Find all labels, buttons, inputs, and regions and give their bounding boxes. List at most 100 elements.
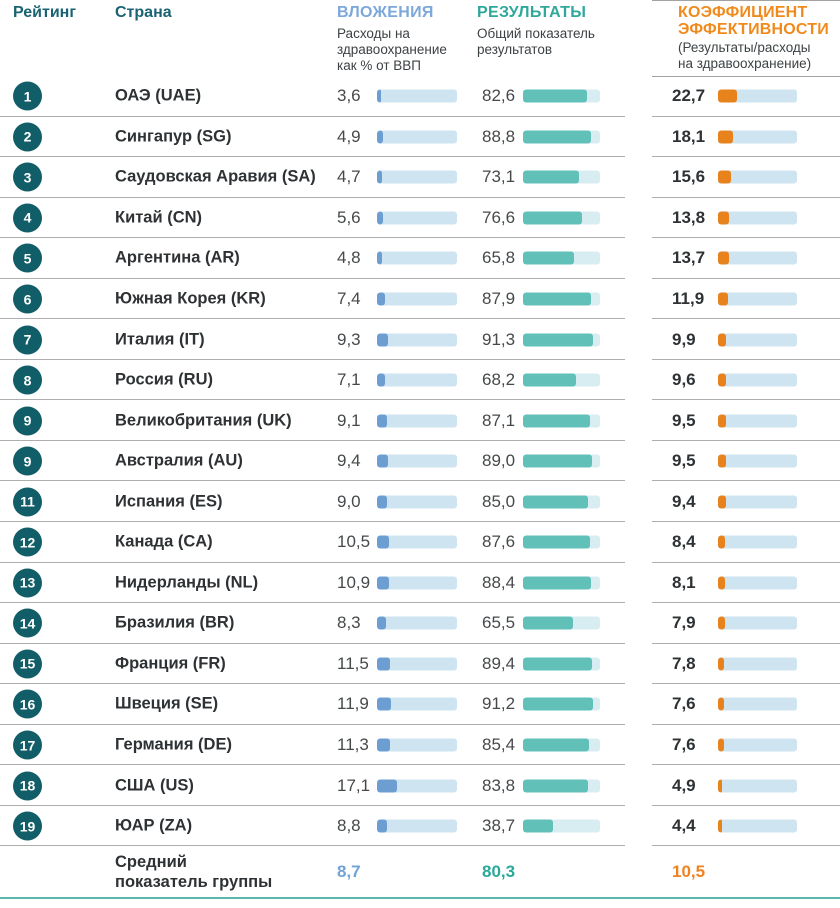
- investment-bar: [377, 819, 457, 833]
- investment-value: 7,1: [337, 370, 361, 390]
- country-label: США (US): [115, 776, 194, 795]
- investment-bar-fill: [377, 495, 388, 509]
- investment-bar: [377, 616, 457, 630]
- results-column-subtitle: Общий показатель результатов: [477, 26, 595, 57]
- table-row: 7 Италия (IT) 9,3 91,3 9,9: [0, 319, 840, 360]
- efficiency-bar: [718, 616, 797, 630]
- results-bar: [523, 89, 600, 103]
- rank-badge: 5: [13, 243, 42, 273]
- rank-badge: 6: [13, 284, 42, 314]
- rank-badge: 15: [13, 649, 42, 679]
- results-bar-fill: [523, 454, 592, 468]
- efficiency-value: 13,8: [672, 207, 706, 227]
- efficiency-bar: [718, 738, 797, 752]
- efficiency-bar: [718, 333, 797, 347]
- efficiency-bar-fill: [718, 170, 731, 184]
- investment-bar-fill: [377, 170, 383, 184]
- investment-bar: [377, 738, 457, 752]
- rank-badge: 16: [13, 689, 42, 719]
- rank-badge: 11: [13, 487, 42, 517]
- table-row: 19 ЮАР (ZA) 8,8 38,7 4,4: [0, 806, 840, 847]
- investment-value: 9,4: [337, 451, 361, 471]
- results-bar: [523, 779, 600, 793]
- results-bar-fill: [523, 535, 591, 549]
- results-value: 87,9: [482, 289, 516, 308]
- investment-value: 4,9: [337, 126, 361, 146]
- investment-bar-fill: [377, 333, 388, 347]
- investment-value: 11,3: [337, 735, 369, 755]
- table-row: 15 Франция (FR) 11,5 89,4 7,8: [0, 644, 840, 685]
- efficiency-value: 9,5: [672, 410, 696, 430]
- investment-bar-fill: [377, 657, 391, 671]
- results-bar: [523, 292, 600, 306]
- country-label: Южная Корея (KR): [115, 289, 266, 308]
- efficiency-value: 18,1: [672, 126, 706, 146]
- investment-bar: [377, 333, 457, 347]
- efficiency-value: 9,5: [672, 451, 696, 471]
- table-row: 3 Саудовская Аравия (SA) 4,7 73,1 15,6: [0, 157, 840, 198]
- results-bar: [523, 373, 600, 387]
- results-bar: [523, 130, 600, 144]
- investment-value: 8,8: [337, 816, 361, 836]
- results-bar-fill: [523, 333, 594, 347]
- efficiency-bar: [718, 576, 797, 590]
- table-row: 18 США (US) 17,1 83,8 4,9: [0, 765, 840, 806]
- table-row: 8 Россия (RU) 7,1 68,2 9,6: [0, 360, 840, 401]
- results-bar: [523, 495, 600, 509]
- rank-badge: 17: [13, 730, 42, 760]
- results-bar-fill: [523, 251, 574, 265]
- country-label: Франция (FR): [115, 654, 226, 673]
- results-value: 89,4: [482, 653, 516, 673]
- country-label: Швеция (SE): [115, 694, 219, 713]
- results-bar-fill: [523, 89, 587, 103]
- results-bar-fill: [523, 657, 592, 671]
- investment-value: 10,9: [337, 572, 371, 592]
- rank-badge: 12: [13, 527, 42, 557]
- right-block-top-divider: [652, 0, 840, 1]
- table-row: 5 Аргентина (AR) 4,8 65,8 13,7: [0, 238, 840, 279]
- results-value: 83,8: [482, 775, 516, 795]
- investment-bar-fill: [377, 535, 389, 549]
- efficiency-bar: [718, 211, 797, 225]
- results-bar-fill: [523, 697, 594, 711]
- investment-value: 3,6: [337, 86, 361, 106]
- investment-value: 7,4: [337, 289, 361, 308]
- investment-value: 9,0: [337, 491, 361, 511]
- efficiency-value: 8,1: [672, 572, 696, 592]
- efficiency-bar: [718, 657, 797, 671]
- investment-value: 11,5: [337, 653, 369, 673]
- results-bar: [523, 170, 600, 184]
- efficiency-value: 9,4: [672, 491, 696, 511]
- investment-value: 5,6: [337, 207, 361, 227]
- results-bar: [523, 251, 600, 265]
- bottom-accent-line: [0, 897, 840, 899]
- country-label: Канада (CA): [115, 532, 213, 551]
- results-column-header: РЕЗУЛЬТАТЫ: [477, 4, 587, 21]
- results-value: 89,0: [482, 451, 516, 471]
- investment-bar: [377, 292, 457, 306]
- investment-bar-fill: [377, 779, 397, 793]
- results-bar-fill: [523, 130, 592, 144]
- results-bar: [523, 211, 600, 225]
- country-label: ЮАР (ZA): [115, 816, 193, 835]
- table-row: 1 ОАЭ (UAE) 3,6 82,6 22,7: [0, 76, 840, 117]
- rank-badge: 4: [13, 203, 42, 233]
- results-value: 88,4: [482, 572, 516, 592]
- results-value: 91,3: [482, 329, 516, 349]
- country-column-header: Страна: [115, 4, 172, 21]
- table-body: 1 ОАЭ (UAE) 3,6 82,6 22,7 2 Сингапур (SG…: [0, 76, 840, 846]
- investment-bar: [377, 454, 457, 468]
- efficiency-bar: [718, 819, 797, 833]
- investment-bar-fill: [377, 697, 391, 711]
- efficiency-bar: [718, 170, 797, 184]
- table-row: 11 Испания (ES) 9,0 85,0 9,4: [0, 481, 840, 522]
- results-bar: [523, 535, 600, 549]
- results-bar-fill: [523, 211, 582, 225]
- table-row: 9 Австралия (AU) 9,4 89,0 9,5: [0, 441, 840, 482]
- results-value: 87,1: [482, 410, 516, 430]
- rank-badge: 9: [13, 446, 42, 476]
- efficiency-value: 8,4: [672, 532, 696, 552]
- efficiency-bar: [718, 779, 797, 793]
- investment-bar-fill: [377, 251, 383, 265]
